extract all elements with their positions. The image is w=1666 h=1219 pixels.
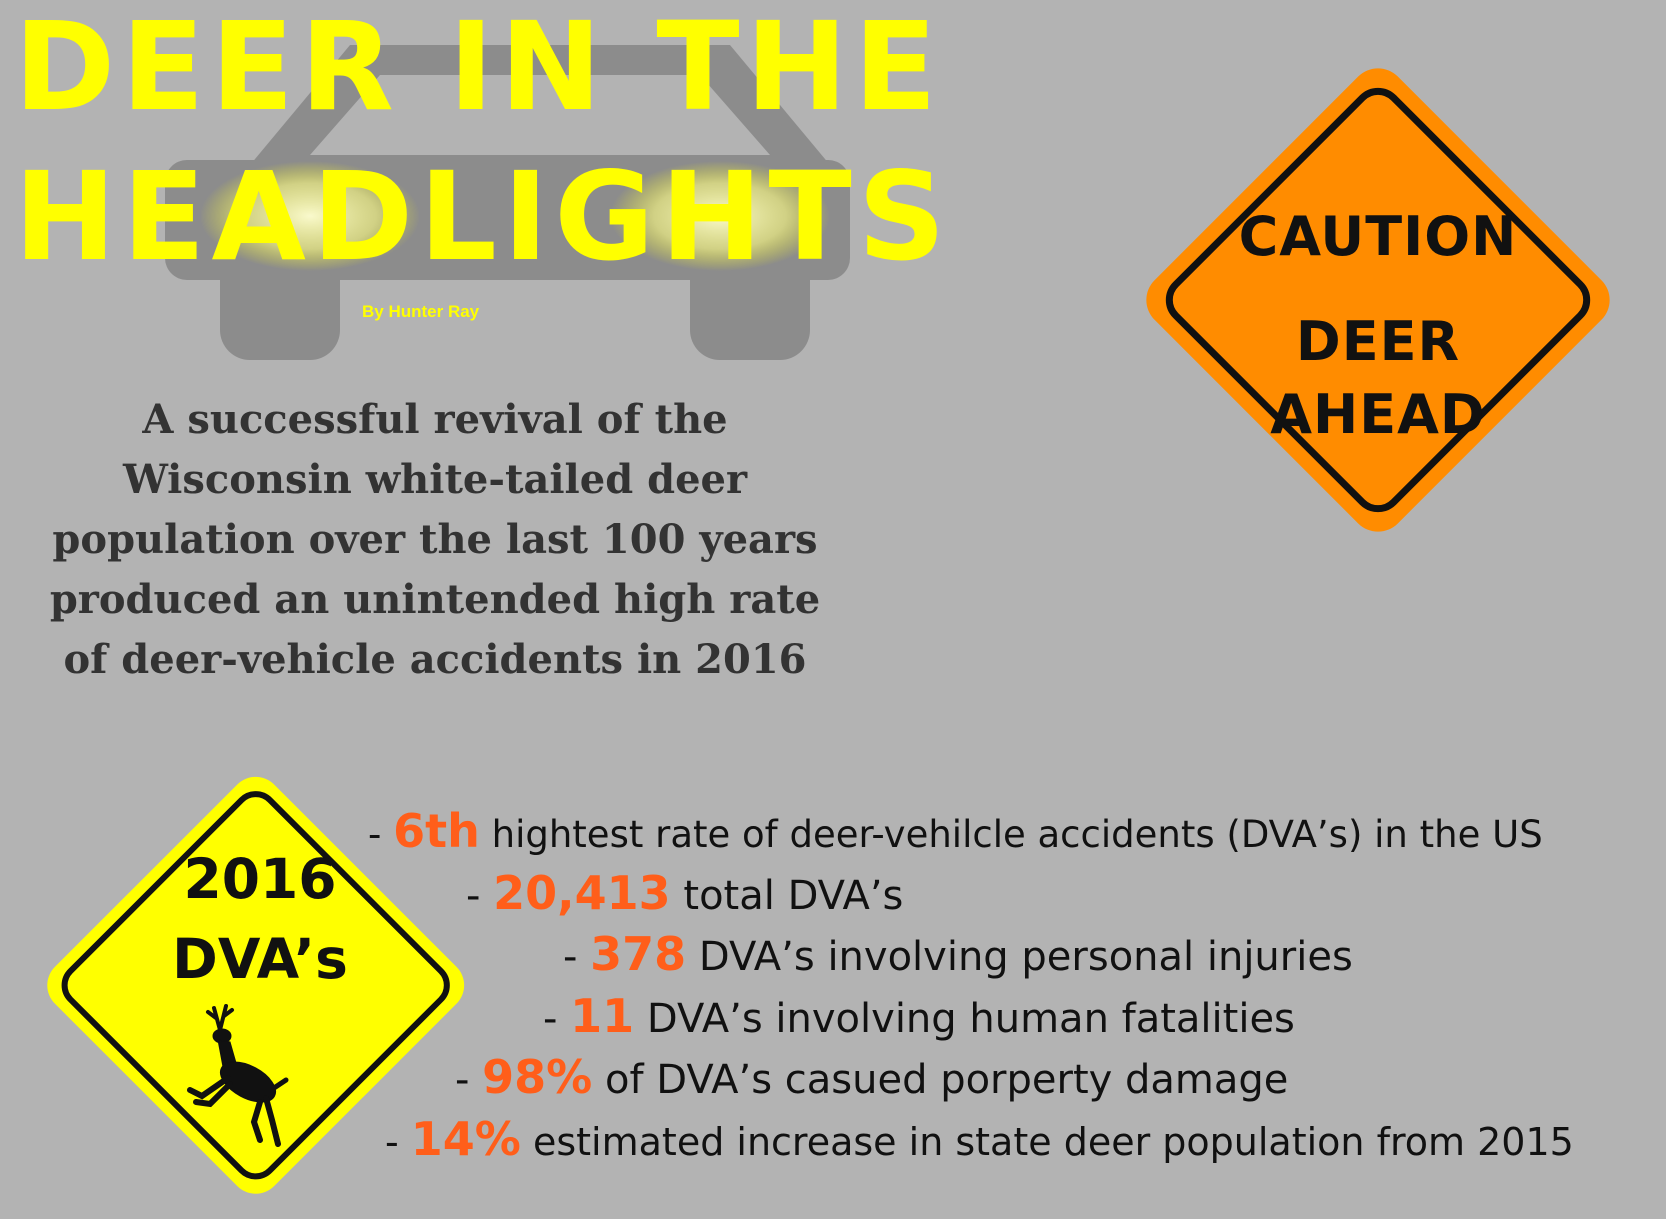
car-silhouette-icon [165, 45, 850, 360]
dva-sign-icon [47, 776, 465, 1194]
byline: By Hunter Ray [362, 302, 480, 321]
left-headlight [200, 161, 420, 271]
stat-number: 20,413 [493, 866, 671, 920]
title-line-1: DEER IN THE [14, 0, 943, 138]
stat-row: - 6th hightest rate of deer-vehilcle acc… [368, 804, 1543, 858]
stat-number: 98% [482, 1050, 593, 1104]
stat-row: - 14% estimated increase in state deer p… [385, 1112, 1574, 1166]
stat-row: - 11 DVA’s involving human fatalities [543, 989, 1295, 1043]
dva-label: DVA’s [172, 927, 348, 991]
dva-year: 2016 [183, 847, 337, 911]
right-headlight [610, 161, 830, 271]
title-line-2: HEADLIGHTS [14, 146, 952, 288]
caution-sign-icon [1146, 68, 1610, 532]
leaping-deer-icon [187, 1004, 289, 1147]
ahead-label: AHEAD [1270, 383, 1486, 446]
stat-row: - 20,413 total DVA’s [466, 866, 904, 920]
stat-number: 11 [570, 989, 635, 1043]
stat-number: 14% [410, 1112, 521, 1166]
stat-number: 6th [393, 804, 480, 858]
deer-label: DEER [1295, 310, 1461, 373]
intro-text: A successful revival of the Wisconsin wh… [49, 396, 821, 683]
caution-label: CAUTION [1238, 205, 1518, 268]
stat-row: - 378 DVA’s involving personal injuries [563, 927, 1353, 981]
stat-number: 378 [590, 927, 687, 981]
stat-row: - 98% of DVA’s casued porperty damage [455, 1050, 1289, 1104]
